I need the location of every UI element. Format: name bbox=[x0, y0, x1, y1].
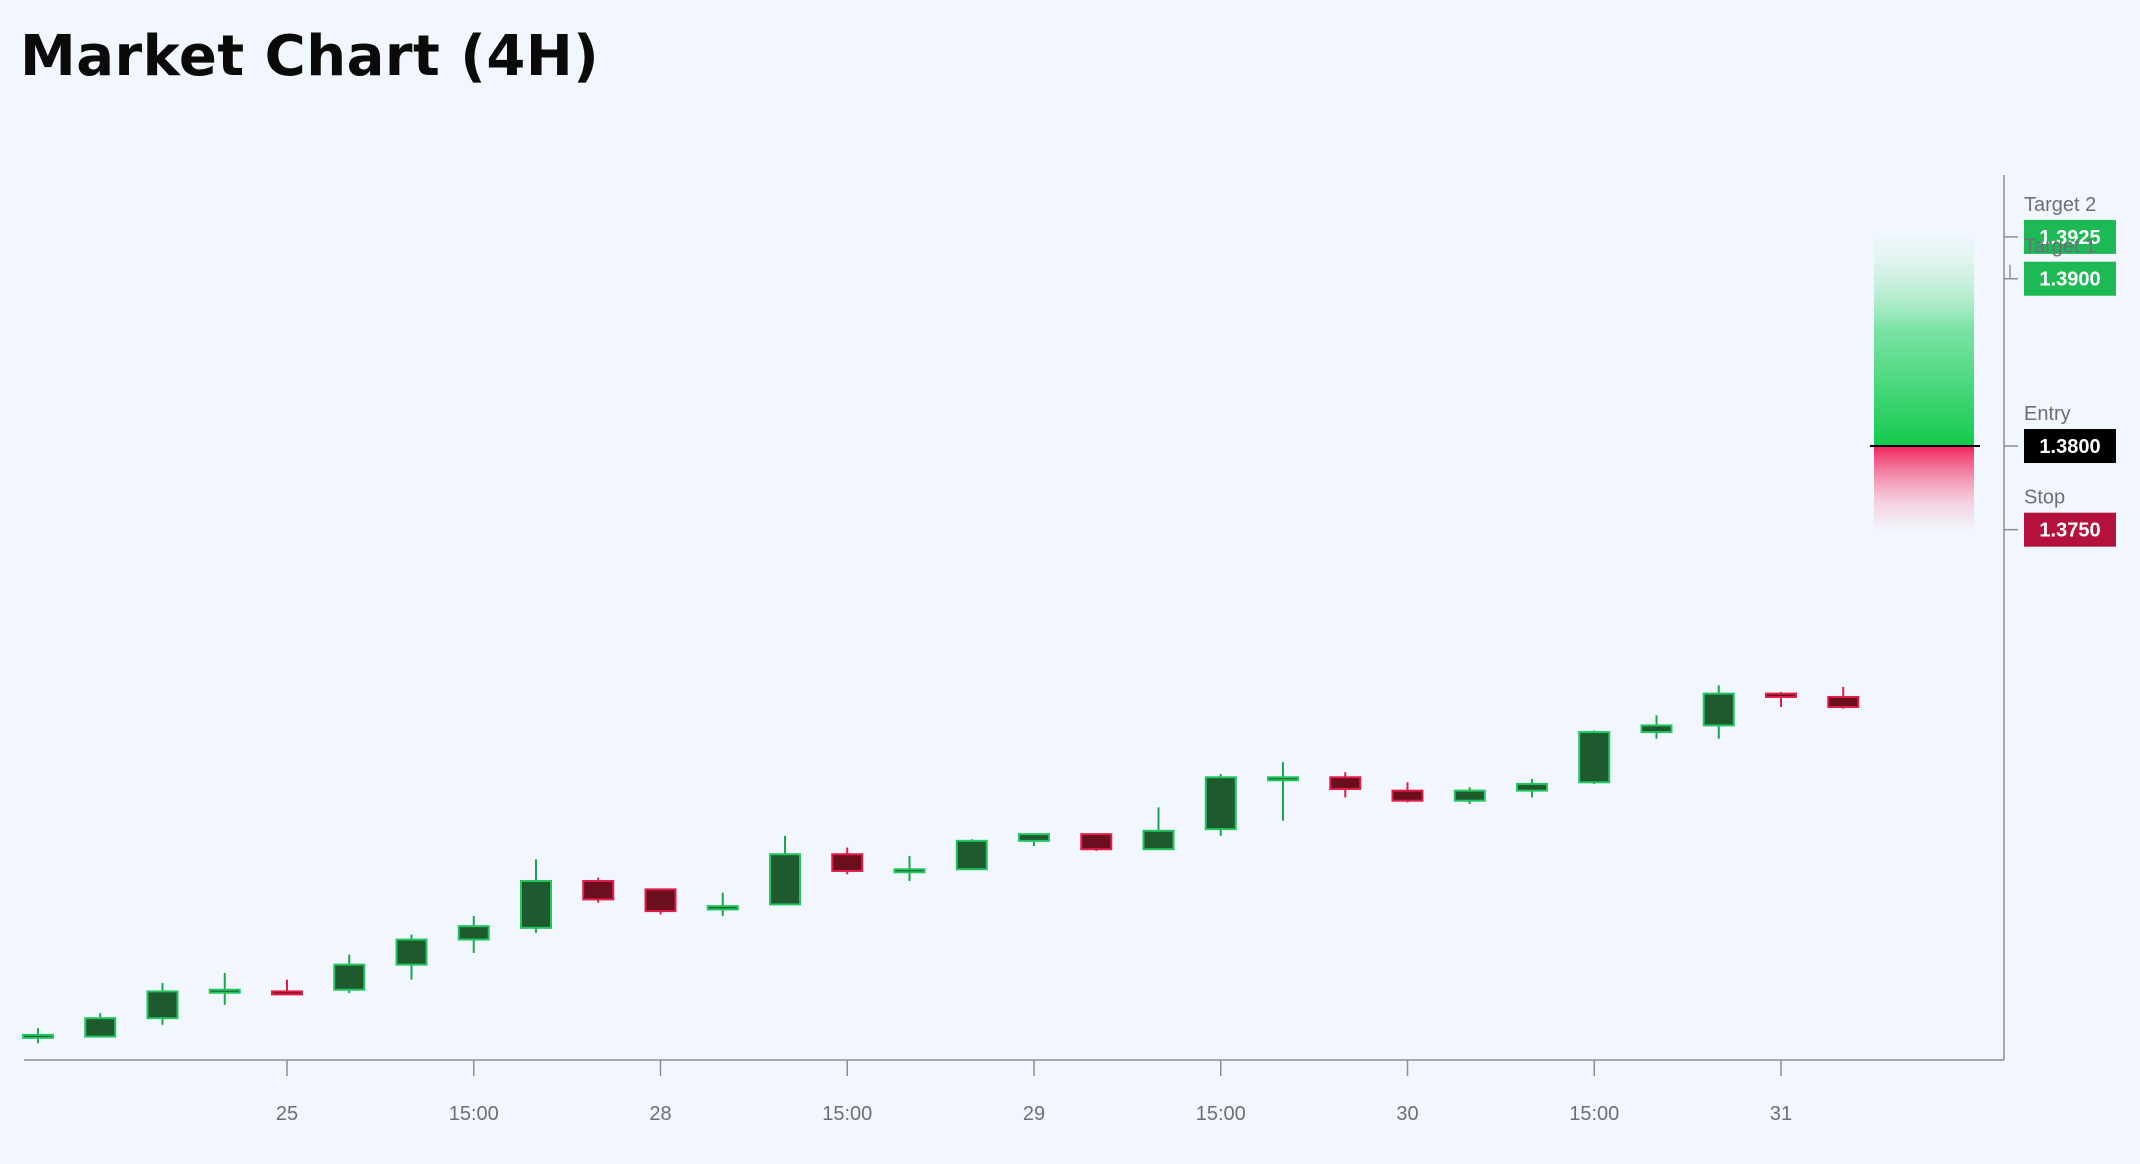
candle-body bbox=[1204, 776, 1237, 831]
x-tick-label: 15:00 bbox=[449, 1103, 499, 1125]
level-badge bbox=[2024, 429, 2116, 464]
candle-body bbox=[271, 990, 303, 996]
bullish-candle bbox=[706, 892, 739, 917]
candle-body bbox=[457, 925, 490, 941]
bullish-candle bbox=[893, 855, 926, 881]
candle-body bbox=[1640, 724, 1673, 734]
bearish-candle bbox=[831, 847, 864, 875]
level-label: Entry bbox=[2024, 403, 2071, 425]
candle-body bbox=[1329, 776, 1362, 790]
chart-axes: 25 15:00 28 15:00 29 15:00 30 15:00 31 bbox=[24, 175, 2005, 1125]
bullish-candle bbox=[769, 835, 801, 906]
level-stop: Stop 1.3750 bbox=[2004, 487, 2116, 547]
bearish-candle bbox=[1329, 772, 1362, 798]
candle-body bbox=[208, 988, 241, 994]
bullish-candle bbox=[1516, 778, 1548, 798]
chart-title: Market Chart (4H) bbox=[20, 24, 600, 89]
x-tick-label: 15:00 bbox=[1196, 1103, 1246, 1125]
level-target-2: Target 2 1.3925 bbox=[2004, 194, 2116, 254]
bullish-candle bbox=[1267, 762, 1299, 821]
bullish-candle bbox=[1453, 787, 1486, 805]
level-value: 1.3800 bbox=[2039, 436, 2100, 458]
candle-body bbox=[893, 868, 926, 874]
candle-body bbox=[706, 905, 739, 911]
bearish-candle bbox=[582, 877, 615, 903]
candle-body bbox=[395, 938, 428, 966]
level-value: 1.3900 bbox=[2039, 269, 2100, 291]
candle-body bbox=[1453, 789, 1486, 802]
bullish-candle bbox=[84, 1013, 117, 1038]
x-tick-label: 30 bbox=[1396, 1103, 1418, 1125]
bullish-candle bbox=[333, 954, 366, 994]
candle-body bbox=[333, 963, 366, 991]
x-tick-label: 28 bbox=[649, 1103, 671, 1125]
level-badge bbox=[2024, 219, 2116, 254]
level-value: 1.3750 bbox=[2039, 520, 2100, 542]
candle-body bbox=[1142, 829, 1175, 851]
bearish-candle bbox=[1765, 691, 1797, 708]
candle-body bbox=[520, 879, 552, 929]
bullish-candle bbox=[1142, 807, 1175, 851]
x-tick-label: 15:00 bbox=[822, 1103, 872, 1125]
candle-body bbox=[1827, 695, 1860, 709]
bearish-candle bbox=[1391, 782, 1424, 803]
bearish-candle bbox=[644, 888, 677, 915]
bullish-candle bbox=[1018, 833, 1050, 846]
target-1-connector bbox=[2009, 264, 2018, 280]
candle-body bbox=[146, 990, 179, 1020]
bullish-candle bbox=[146, 983, 179, 1025]
level-label: Stop bbox=[2024, 487, 2065, 509]
candle-body bbox=[831, 853, 864, 872]
bullish-candle bbox=[395, 934, 428, 980]
level-badge bbox=[2024, 261, 2116, 296]
candle-body bbox=[1267, 776, 1299, 782]
bearish-candle bbox=[1080, 833, 1113, 851]
bullish-candle bbox=[1640, 715, 1673, 739]
bullish-candle bbox=[520, 859, 552, 933]
candle-body bbox=[1765, 692, 1797, 698]
bullish-candle bbox=[208, 973, 241, 1005]
candle-body bbox=[1018, 833, 1050, 842]
level-badge bbox=[2024, 512, 2116, 547]
level-label: Target 1 bbox=[2024, 236, 2096, 258]
x-tick-label: 31 bbox=[1770, 1103, 1792, 1125]
candle-body bbox=[1702, 692, 1735, 727]
bullish-candle bbox=[22, 1028, 54, 1044]
bullish-candle bbox=[955, 839, 988, 871]
bullish-candle bbox=[1578, 730, 1611, 784]
level-entry: Entry 1.3800 bbox=[2004, 403, 2116, 464]
x-tick-label: 15:00 bbox=[1569, 1103, 1619, 1125]
bullish-candle bbox=[1702, 685, 1735, 739]
loss-zone bbox=[1874, 446, 1974, 530]
candle-body bbox=[582, 879, 615, 901]
bullish-candle bbox=[457, 916, 490, 953]
x-tick-label: 25 bbox=[276, 1103, 298, 1125]
level-target-1: Target 1 1.3900 bbox=[2004, 236, 2116, 296]
candle-body bbox=[1578, 731, 1611, 784]
candle-body bbox=[955, 839, 988, 871]
bearish-candle bbox=[271, 979, 303, 996]
profit-zone bbox=[1874, 236, 1974, 447]
level-value: 1.3925 bbox=[2039, 227, 2100, 249]
x-tick-label: 29 bbox=[1023, 1103, 1045, 1125]
candle-body bbox=[1080, 833, 1113, 851]
candle-body bbox=[1516, 782, 1548, 792]
candles bbox=[22, 685, 1860, 1044]
bullish-candle bbox=[1204, 773, 1237, 836]
candle-body bbox=[84, 1017, 117, 1038]
position-zones bbox=[1870, 236, 1980, 530]
candle-body bbox=[644, 888, 677, 913]
candle-body bbox=[1391, 789, 1424, 802]
level-label: Target 2 bbox=[2024, 194, 2096, 216]
bearish-candle bbox=[1827, 686, 1860, 709]
candle-body bbox=[769, 853, 801, 906]
candle-body bbox=[22, 1033, 54, 1039]
